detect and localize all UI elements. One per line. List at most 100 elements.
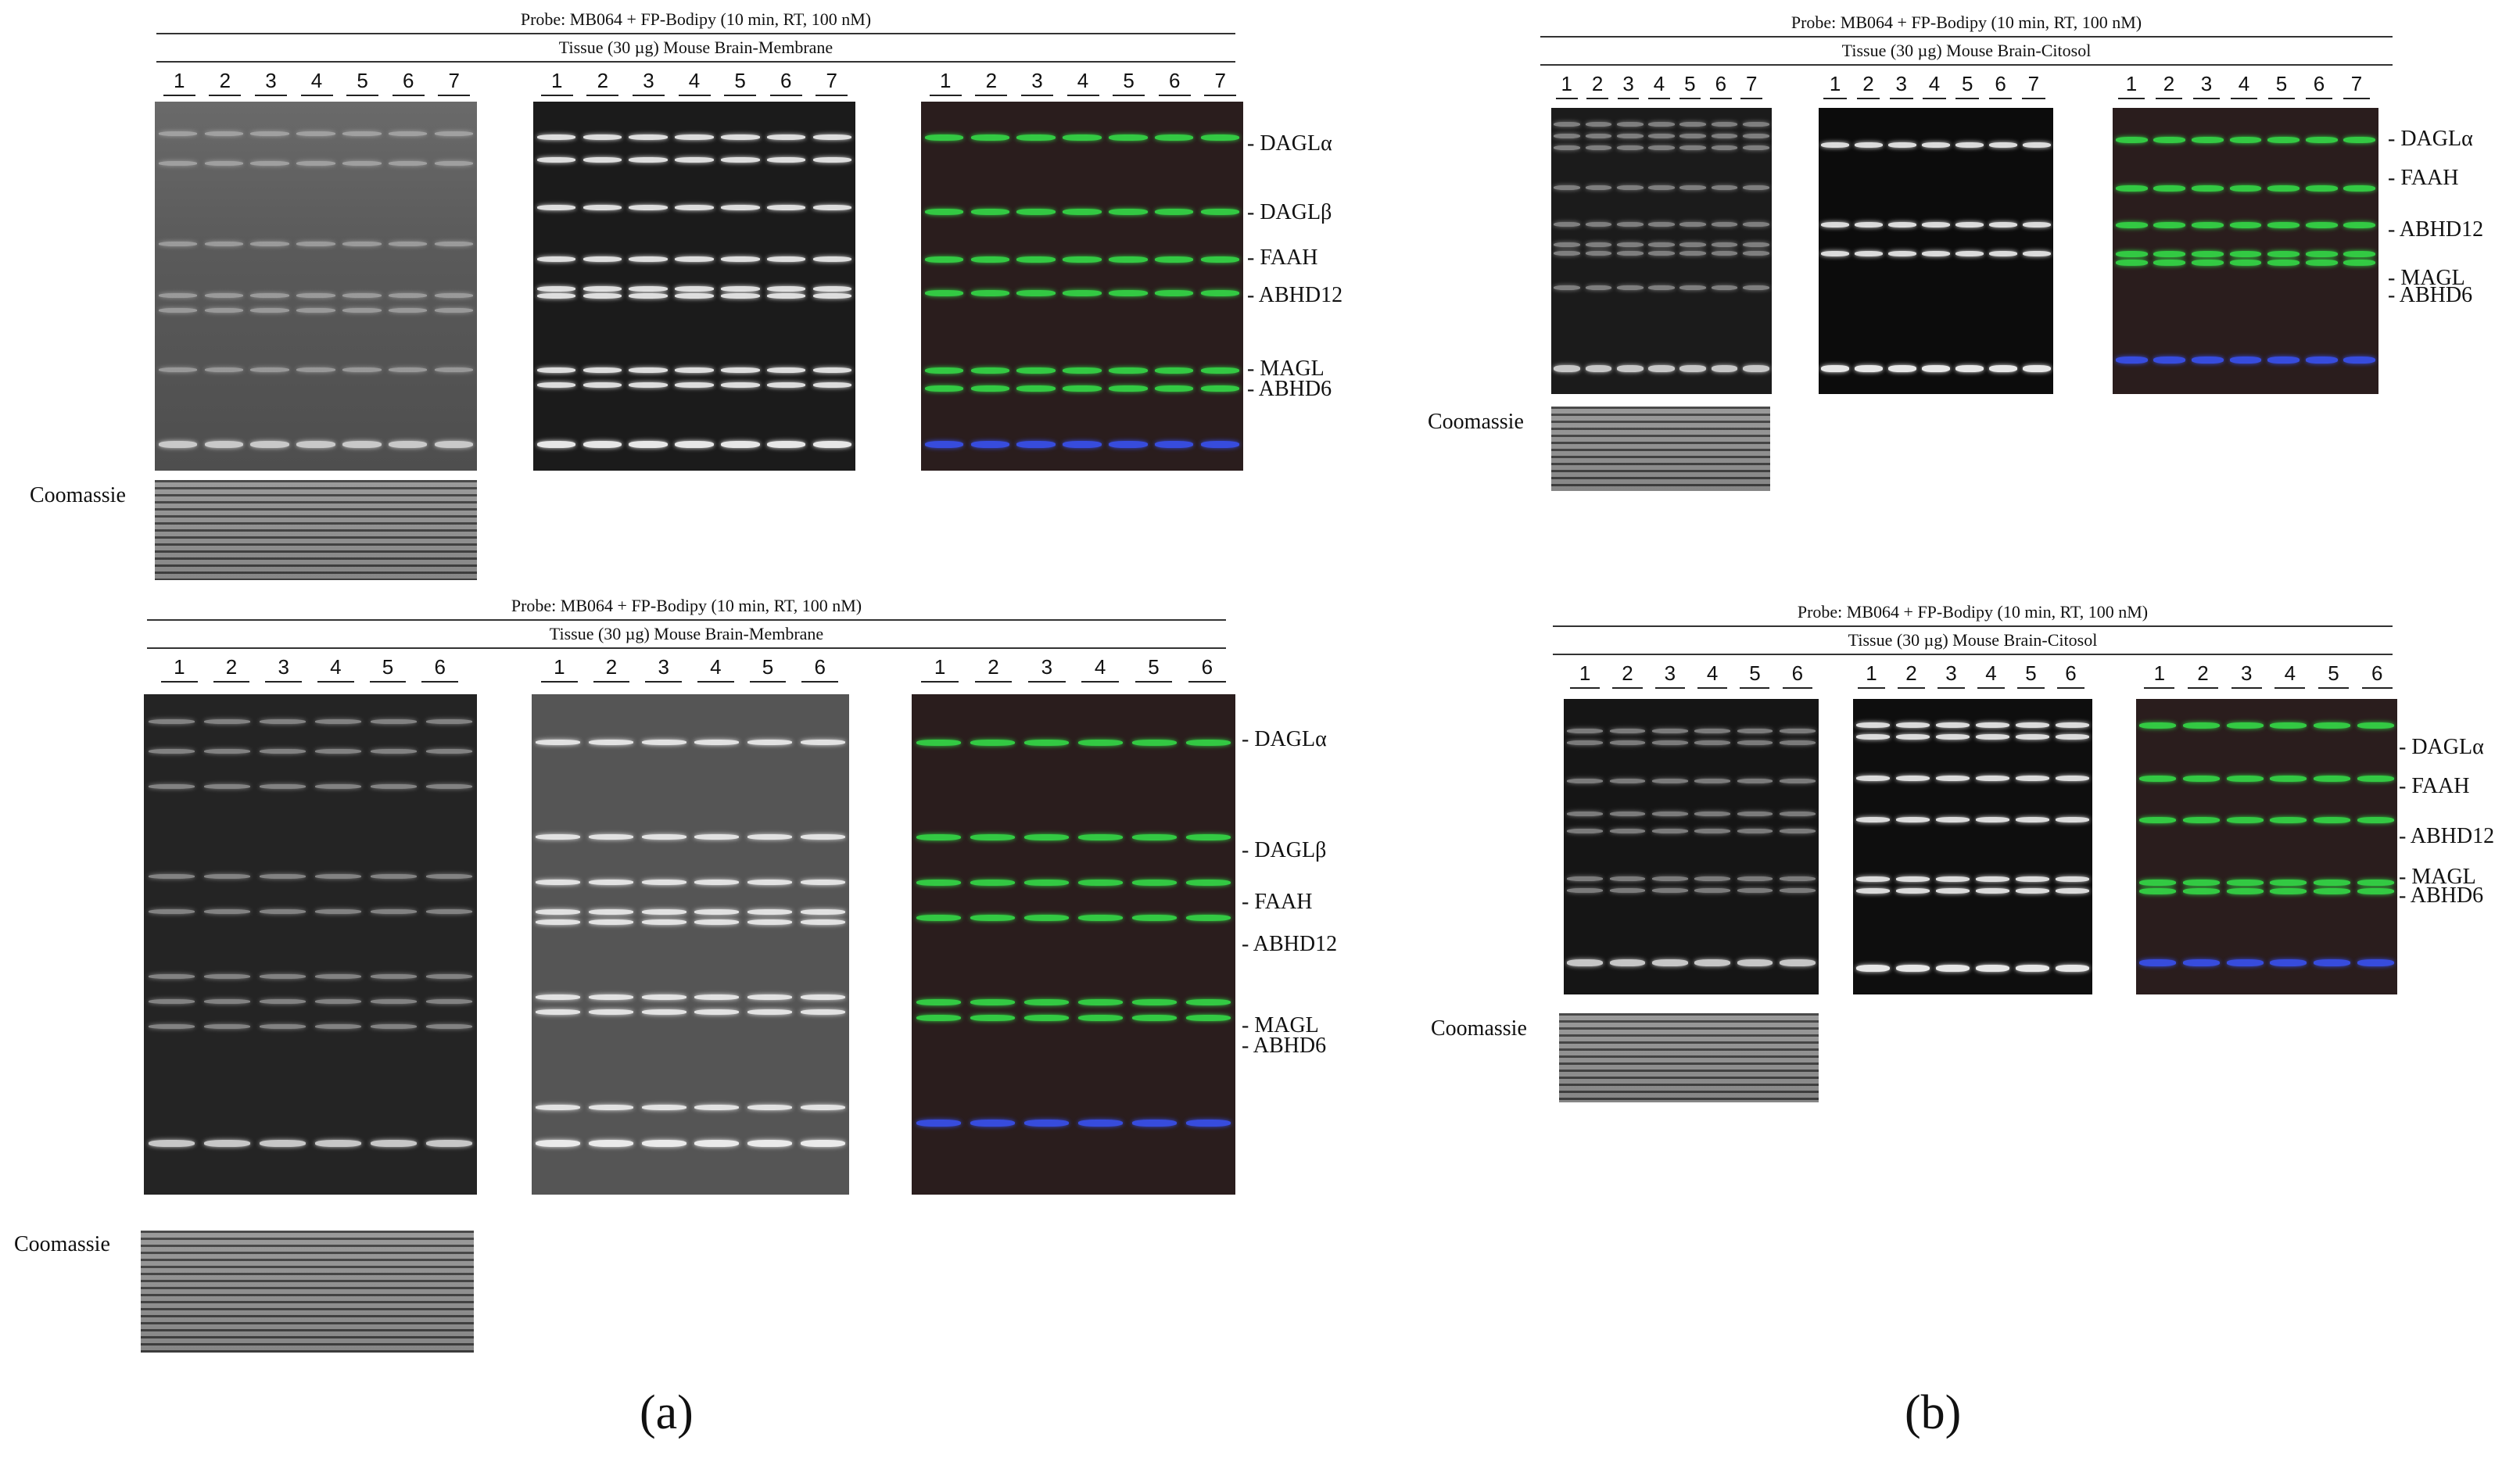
gel-band	[203, 1139, 251, 1147]
gel-band	[2153, 222, 2186, 229]
gel-band	[2357, 817, 2394, 824]
gel-band	[1554, 242, 1581, 248]
panel-a-top-marker-faah: - FAAH	[1247, 245, 1318, 270]
gel-band	[2314, 887, 2350, 894]
lane-number-text: 2	[2197, 661, 2209, 685]
gel-band	[158, 293, 198, 299]
gel-band	[148, 909, 195, 915]
gel-band	[1648, 185, 1675, 190]
gel-band	[812, 441, 852, 449]
panel-b-top-coomassie-gel	[1551, 407, 1770, 491]
lane-number: 1	[913, 655, 966, 683]
gel-band	[583, 293, 622, 299]
gel-band	[425, 909, 473, 915]
gel-lane	[2113, 108, 2151, 394]
gel-band	[1694, 740, 1730, 745]
gel-band	[2022, 365, 2051, 373]
gel-lane	[307, 1231, 363, 1353]
gel-lane	[144, 694, 199, 1195]
gel-band	[314, 719, 362, 724]
lane-number: 2	[206, 655, 258, 683]
lane-underline	[161, 681, 198, 683]
lane-number: 5	[2011, 661, 2051, 689]
lane-underline	[1113, 95, 1145, 96]
gel-band	[1896, 817, 1930, 823]
lane-number: 5	[1106, 69, 1152, 96]
gel-lane	[1691, 699, 1733, 994]
lane-number-text: 6	[1995, 72, 2006, 95]
gel-lane	[310, 694, 366, 1195]
gel-band	[536, 286, 576, 292]
gel-band	[1955, 365, 1984, 373]
lane-number-text: 7	[826, 69, 837, 92]
gel-band	[2267, 136, 2300, 143]
panel-b-bottom-marker-abhd12: - ABHD12	[2399, 824, 2495, 848]
lane-number-text: 2	[225, 655, 238, 679]
gel-lane	[626, 102, 672, 471]
lane-number-text: 4	[1653, 72, 1665, 95]
gel-band	[536, 382, 576, 388]
panel-b-top-gel-gray	[1551, 108, 1772, 394]
gel-band	[1154, 256, 1194, 263]
panel-b-bottom-lanes-gray: 1 2 3 4 5 6	[1564, 661, 1819, 689]
gel-band	[800, 879, 845, 885]
lane-underline	[1988, 98, 2013, 99]
lane-number-text: 6	[2313, 72, 2325, 95]
gel-band	[2183, 722, 2220, 729]
gel-band	[425, 999, 473, 1005]
gel-band	[1648, 122, 1675, 127]
lane-underline	[392, 95, 425, 96]
gel-band	[1567, 811, 1603, 816]
lane-number: 3	[1613, 72, 1644, 99]
gel-band	[204, 160, 243, 166]
gel-band	[2357, 887, 2394, 894]
gel-lane	[1602, 1013, 1646, 1102]
panel-a-top-gel-probe	[533, 102, 855, 471]
lane-number: 2	[1582, 72, 1612, 99]
gel-band	[970, 879, 1016, 886]
gel-lane	[1732, 1013, 1776, 1102]
lane-underline	[1823, 98, 1847, 99]
lane-number-text: 7	[2350, 72, 2363, 95]
gel-band	[536, 1009, 581, 1016]
lane-underline	[254, 95, 287, 96]
gel-band	[1976, 776, 2009, 782]
lane-number: 6	[2300, 72, 2338, 99]
gel-band	[250, 441, 289, 449]
gel-band	[629, 256, 668, 263]
gel-band	[1737, 811, 1773, 816]
gel-band	[2343, 222, 2376, 229]
gel-band	[1063, 289, 1102, 296]
gel-band	[536, 441, 576, 449]
lane-number: 1	[153, 655, 206, 683]
gel-band	[2139, 887, 2177, 894]
gel-band	[641, 739, 686, 745]
gel-band	[766, 286, 806, 292]
gel-band	[747, 909, 792, 916]
gel-band	[1131, 834, 1178, 841]
lane-underline	[974, 681, 1013, 683]
gel-band	[1016, 256, 1056, 263]
gel-band	[1109, 441, 1148, 449]
lane-underline	[2056, 687, 2085, 689]
gel-band	[425, 1024, 473, 1030]
gel-band	[1737, 728, 1773, 733]
gel-lane	[796, 694, 849, 1195]
gel-band	[1780, 811, 1816, 816]
lane-number: 6	[1776, 661, 1819, 689]
gel-band	[296, 242, 335, 247]
gel-band	[296, 308, 335, 314]
gel-lane	[2303, 108, 2341, 394]
lane-number: 7	[1737, 72, 1767, 99]
gel-band	[2226, 817, 2264, 824]
gel-band	[800, 994, 845, 1000]
gel-band	[536, 134, 576, 141]
panel-b-bottom-rule-1	[1553, 625, 2393, 627]
gel-band	[1742, 222, 1769, 228]
gel-band	[641, 909, 686, 916]
gel-band	[641, 919, 686, 925]
gel-band	[259, 749, 306, 754]
gel-band	[1200, 367, 1240, 374]
gel-band	[1554, 251, 1581, 256]
gel-band	[1711, 133, 1738, 138]
